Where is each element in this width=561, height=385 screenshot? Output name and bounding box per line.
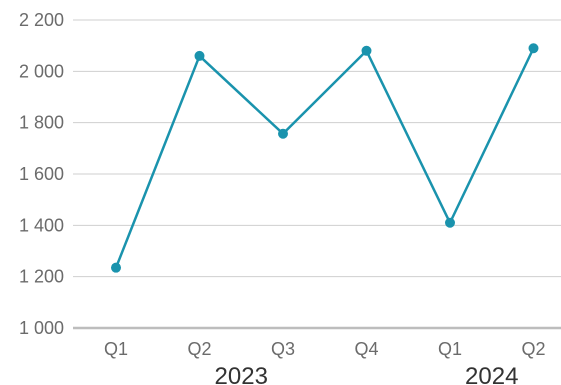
gridlines: [73, 19, 561, 330]
data-point: [194, 50, 205, 61]
y-tick-label: 1 800: [19, 113, 64, 133]
data-point: [278, 128, 288, 139]
x-group-label: 2024: [465, 363, 518, 385]
x-tick-label: Q1: [438, 339, 462, 359]
y-tick-label: 2 200: [19, 10, 64, 30]
data-point: [528, 43, 539, 54]
data-point: [445, 217, 455, 228]
y-tick-label: 1 000: [19, 318, 64, 338]
y-tick-label: 1 400: [19, 215, 64, 235]
x-axis-year-labels: 2023 2024: [215, 363, 519, 385]
x-tick-label: Q4: [354, 339, 378, 359]
x-group-label: 2023: [215, 363, 268, 385]
y-tick-label: 1 600: [19, 164, 64, 184]
y-axis-tick-labels: 1 000 1 200 1 400 1 600 1 800 2 000 2 200: [19, 10, 64, 338]
x-tick-label: Q1: [104, 339, 128, 359]
y-tick-label: 1 200: [19, 267, 64, 287]
data-point: [111, 262, 121, 273]
series-layer: [111, 43, 539, 273]
y-tick-label: 2 000: [19, 61, 64, 81]
series-line: [114, 47, 535, 269]
data-point: [361, 45, 372, 56]
x-tick-label: Q3: [271, 339, 295, 359]
x-tick-label: Q2: [187, 339, 211, 359]
x-tick-label: Q2: [521, 339, 545, 359]
x-axis-tick-labels: Q1 Q2 Q3 Q4 Q1 Q2: [104, 339, 546, 359]
